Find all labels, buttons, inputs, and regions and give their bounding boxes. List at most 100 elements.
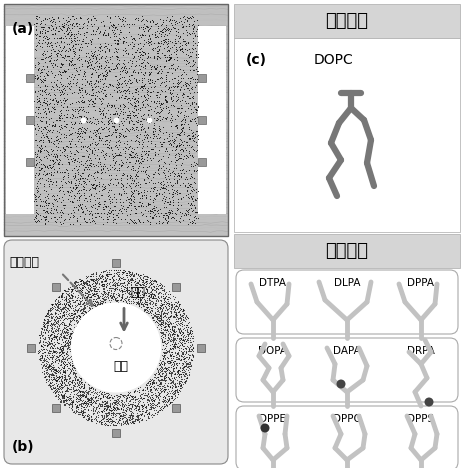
Point <box>158 345 165 353</box>
Point <box>42 176 49 183</box>
Point <box>68 358 75 365</box>
Point <box>126 276 134 283</box>
Point <box>140 115 147 122</box>
Point <box>155 289 162 296</box>
Point <box>84 288 91 295</box>
Point <box>60 368 67 375</box>
Point <box>87 286 94 293</box>
Point <box>119 282 126 290</box>
Point <box>79 306 86 313</box>
Point <box>119 188 127 195</box>
Point <box>188 129 195 137</box>
Point <box>136 297 144 304</box>
Point <box>160 386 167 393</box>
Point <box>57 75 65 82</box>
Point <box>87 38 94 46</box>
Point <box>70 317 77 324</box>
Point <box>172 299 180 306</box>
Point <box>80 214 88 221</box>
Point <box>128 59 135 67</box>
Point <box>39 28 46 35</box>
Point <box>149 395 156 403</box>
Point <box>182 371 190 378</box>
Point <box>69 61 77 69</box>
Point <box>194 64 201 71</box>
Point <box>75 187 82 195</box>
Point <box>172 312 179 319</box>
Point <box>54 50 61 57</box>
Point <box>150 62 157 70</box>
Point <box>60 205 68 212</box>
Point <box>174 29 181 36</box>
Point <box>52 300 59 307</box>
Point <box>181 117 188 124</box>
Point <box>132 406 139 414</box>
Point <box>68 402 75 410</box>
Point <box>148 300 156 308</box>
Point <box>71 305 79 313</box>
Point <box>93 403 100 411</box>
Point <box>150 194 157 202</box>
Point <box>153 191 160 198</box>
Point <box>125 397 132 404</box>
Point <box>93 417 100 425</box>
Point <box>161 344 169 352</box>
Point <box>71 48 78 56</box>
Point <box>105 141 112 148</box>
Point <box>186 80 194 87</box>
Point <box>154 178 161 186</box>
Point <box>108 52 115 59</box>
Point <box>163 44 170 51</box>
Point <box>49 344 56 351</box>
Point <box>169 189 176 196</box>
Point <box>140 82 147 90</box>
Point <box>44 72 51 79</box>
Point <box>115 275 122 282</box>
Point <box>153 33 161 40</box>
Point <box>170 137 178 144</box>
Point <box>163 322 171 329</box>
Point <box>115 122 122 130</box>
Point <box>177 126 185 133</box>
Point <box>113 409 120 417</box>
Point <box>55 386 63 393</box>
Point <box>69 111 77 118</box>
Point <box>93 140 100 147</box>
Point <box>165 300 172 308</box>
Point <box>102 277 109 285</box>
Point <box>50 365 58 373</box>
Point <box>170 341 177 348</box>
Point <box>186 135 193 143</box>
Point <box>173 305 181 313</box>
Point <box>138 154 145 162</box>
Point <box>151 143 158 150</box>
Point <box>73 190 80 197</box>
Point <box>144 75 151 83</box>
Point <box>175 369 182 377</box>
Point <box>65 72 73 80</box>
Point <box>73 105 81 113</box>
Point <box>135 302 143 310</box>
Point <box>106 400 114 407</box>
Point <box>76 397 83 404</box>
Point <box>77 400 84 408</box>
Point <box>125 413 133 421</box>
Point <box>89 283 96 290</box>
Point <box>138 283 145 290</box>
Point <box>186 13 193 21</box>
Point <box>170 381 177 388</box>
Point <box>129 111 137 118</box>
Point <box>159 333 166 341</box>
Point <box>70 88 77 96</box>
Point <box>152 374 159 381</box>
Point <box>62 131 69 139</box>
Point <box>68 400 75 408</box>
Point <box>159 28 166 35</box>
Point <box>184 334 192 341</box>
Point <box>163 304 170 312</box>
Point <box>176 310 184 318</box>
Point <box>94 66 102 73</box>
Point <box>44 307 51 314</box>
Point <box>142 300 150 307</box>
Point <box>165 375 172 383</box>
